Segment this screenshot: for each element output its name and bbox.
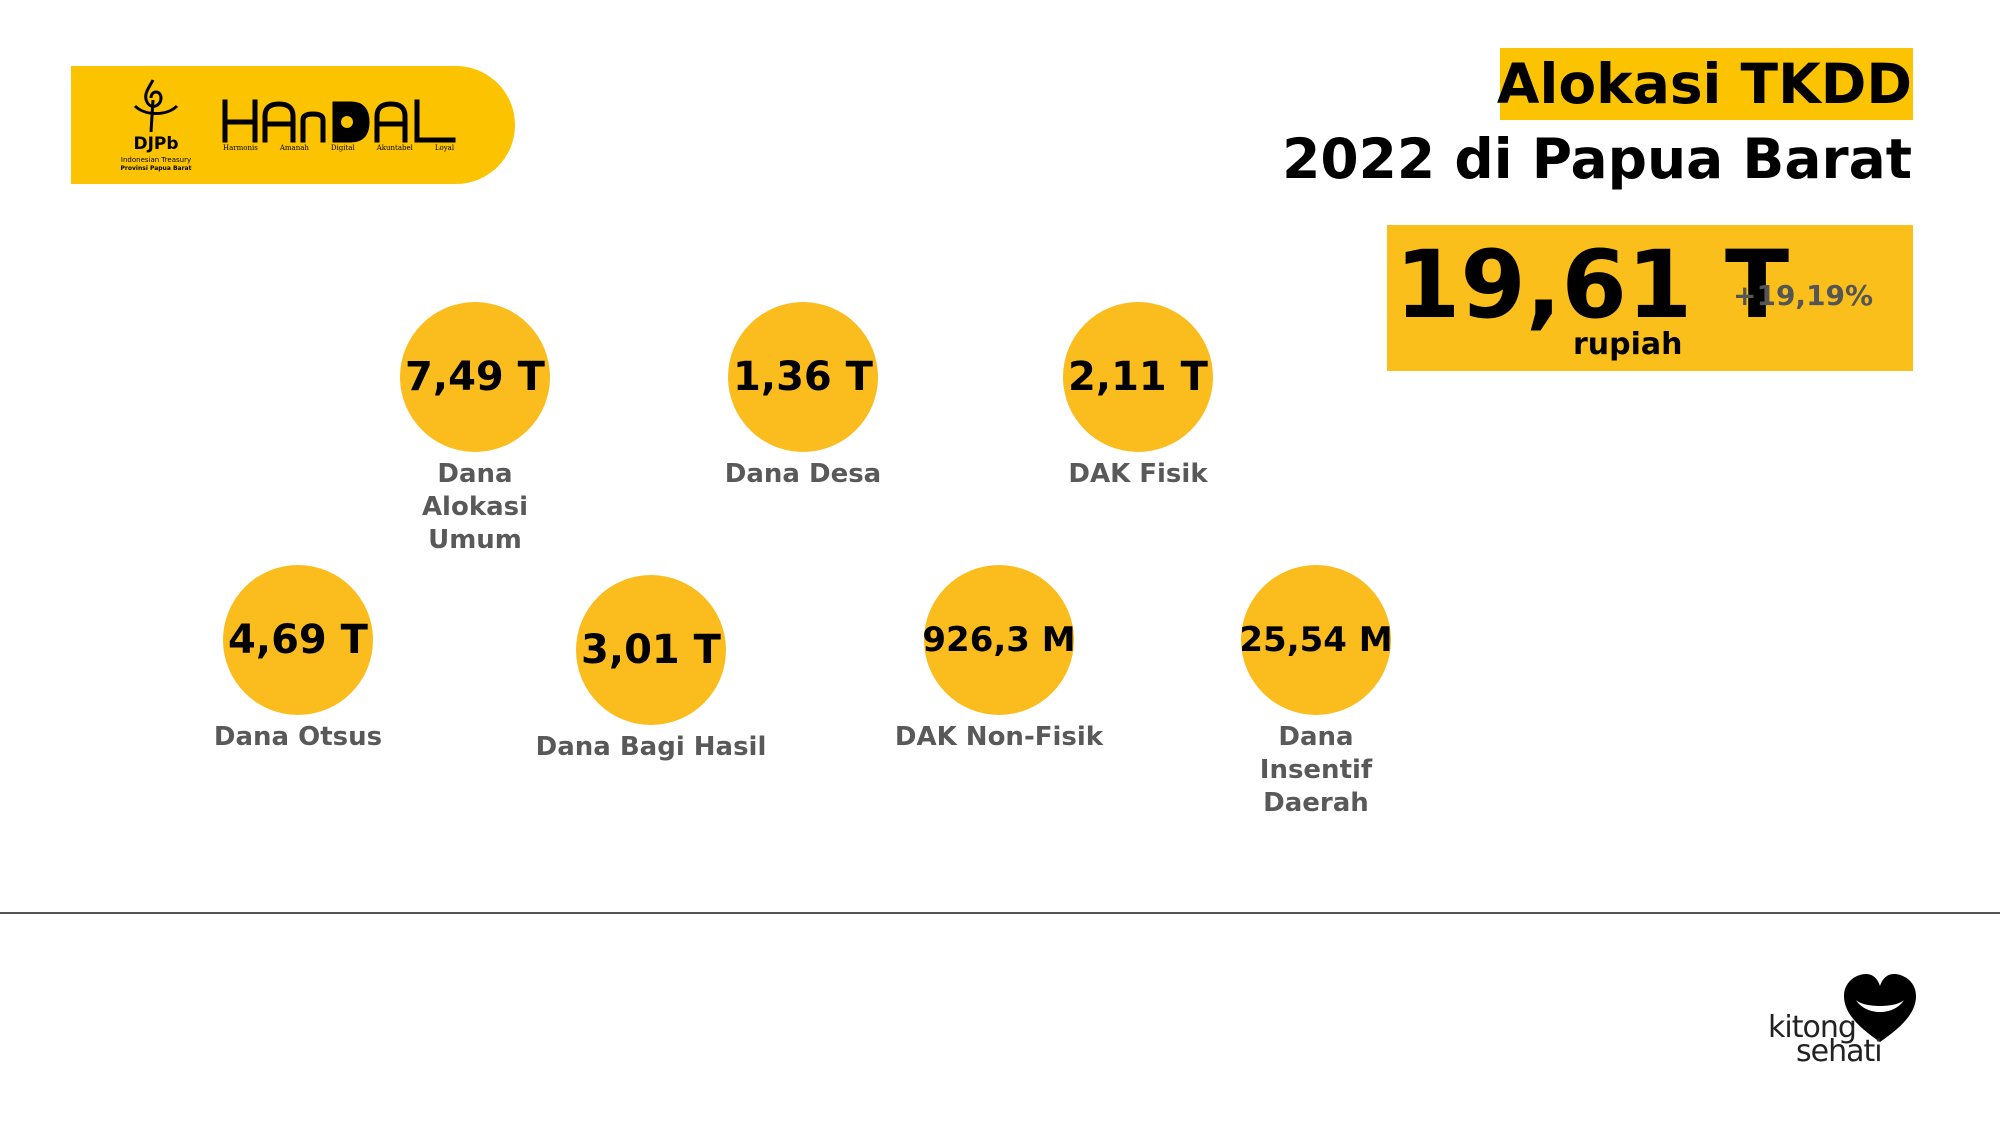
kitong-sehati-logo: kitong sehati [1760, 970, 1920, 1070]
item-label: DAK Fisik [1068, 459, 1208, 489]
djpb-region: Provinsi Papua Barat [120, 165, 192, 172]
handal-values: Harmonis Amanah Digital Akuntabel Loyal [223, 144, 473, 152]
djpb-name: DJPb [133, 134, 179, 154]
item-label: Dana Otsus [213, 722, 383, 752]
value-circle: 926,3 M [922, 565, 1076, 715]
value-circle: 25,54 M [1239, 565, 1393, 715]
value-circle: 4,69 T [223, 565, 373, 715]
handal-logo: Harmonis Amanah Digital Akuntabel Loyal [221, 96, 481, 166]
handal-word: Digital [330, 144, 355, 152]
item-label: DAK Non-Fisik [894, 722, 1104, 752]
value-circle: 1,36 T [728, 302, 878, 452]
item-label: Dana Desa [724, 459, 882, 489]
handal-word: Loyal [434, 144, 455, 152]
value-circle: 3,01 T [576, 575, 726, 725]
djpb-subtitle: Indonesian Treasury [120, 156, 192, 164]
item-label: Dana Alokasi Umum [421, 459, 529, 555]
handal-word: Akuntabel [376, 144, 413, 152]
handal-word: Harmonis [223, 144, 258, 152]
footer-divider [0, 912, 2000, 914]
total-unit: rupiah [1573, 327, 1683, 362]
value-circle: 2,11 T [1063, 302, 1213, 452]
title-highlight [1500, 48, 1913, 120]
logo-banner: DJPb Indonesian Treasury Provinsi Papua … [71, 66, 515, 184]
page-title-line2: 2022 di Papua Barat [1282, 127, 1912, 191]
heart-icon [1844, 974, 1916, 1042]
item-label: Dana Insentif Daerah [1259, 722, 1373, 818]
page-title-line1: Alokasi TKDD [1496, 52, 1912, 116]
total-value: 19,61 T [1395, 231, 1790, 340]
value-circle: 7,49 T [400, 302, 550, 452]
total-allocation-box: 19,61 T +19,19% rupiah [1387, 225, 1913, 371]
djpb-emblem-icon [133, 79, 179, 133]
brand-line2: sehati [1796, 1034, 1883, 1069]
total-growth: +19,19% [1733, 279, 1874, 312]
djpb-logo: DJPb Indonesian Treasury Provinsi Papua … [91, 76, 221, 176]
brand-line1: kitong [1768, 1010, 1857, 1045]
item-label: Dana Bagi Hasil [535, 732, 767, 762]
handal-word: Amanah [279, 144, 309, 152]
handal-wordmark [222, 99, 456, 143]
